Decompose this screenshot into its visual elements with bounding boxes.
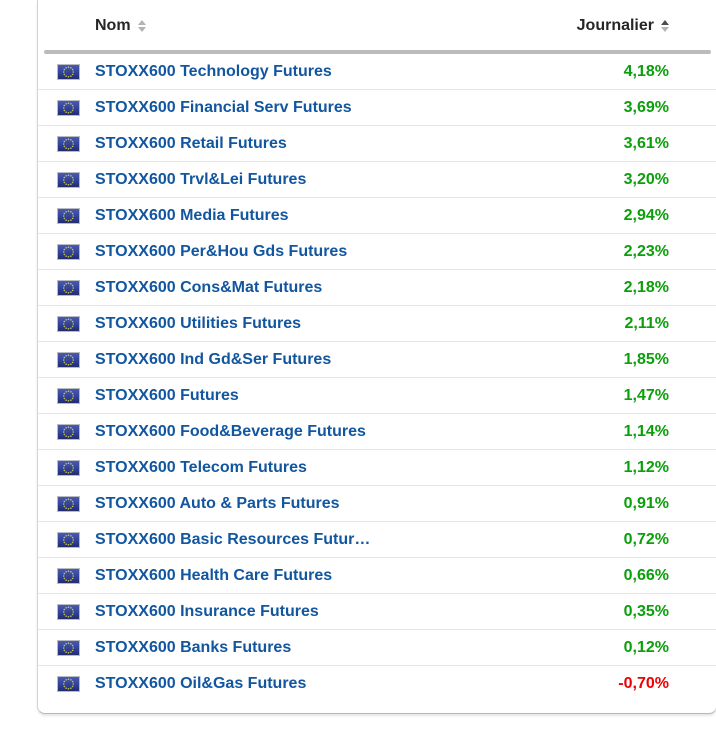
daily-change-value: -0,70%	[618, 675, 669, 692]
table-body: STOXX600 Technology Futures 4,18%	[38, 54, 716, 702]
daily-change-value: 0,12%	[623, 638, 669, 656]
instrument-link[interactable]: STOXX600 Auto & Parts Futures	[95, 494, 340, 512]
daily-change-value: 3,69%	[623, 98, 669, 116]
table-row: STOXX600 Telecom Futures 1,12%	[38, 450, 716, 486]
eu-flag-icon	[57, 171, 80, 188]
instrument-link[interactable]: STOXX600 Technology Futures	[95, 62, 332, 80]
eu-flag-icon	[57, 63, 80, 80]
futures-table-card: Nom Journalier	[37, 0, 716, 714]
table-row: STOXX600 Futures 1,47%	[38, 378, 716, 414]
table-row: STOXX600 Cons&Mat Futures 2,18%	[38, 270, 716, 306]
table-row: STOXX600 Technology Futures 4,18%	[38, 54, 716, 90]
eu-flag-icon	[57, 243, 80, 260]
instrument-link[interactable]: STOXX600 Oil&Gas Futures	[95, 675, 307, 692]
instrument-link[interactable]: STOXX600 Trvl&Lei Futures	[95, 170, 307, 188]
instrument-link[interactable]: STOXX600 Health Care Futures	[95, 566, 333, 584]
table-row: STOXX600 Media Futures 2,94%	[38, 198, 716, 234]
table-row: STOXX600 Health Care Futures 0,66%	[38, 558, 716, 594]
eu-flag-icon	[57, 676, 80, 692]
eu-flag-icon	[57, 531, 80, 548]
daily-change-value: 2,23%	[623, 242, 669, 260]
daily-change-value: 1,12%	[623, 458, 669, 476]
eu-flag-icon	[57, 459, 80, 476]
table-row: STOXX600 Per&Hou Gds Futures 2,23%	[38, 234, 716, 270]
daily-change-value: 2,18%	[623, 278, 669, 296]
daily-change-value: 0,35%	[623, 602, 669, 620]
daily-change-value: 1,47%	[623, 386, 669, 404]
eu-flag-icon	[57, 135, 80, 152]
header-underline	[44, 50, 711, 54]
eu-flag-icon	[57, 279, 80, 296]
table-header-row: Nom Journalier	[38, 0, 716, 50]
column-header-name[interactable]: Nom	[95, 17, 146, 35]
daily-change-value: 0,72%	[623, 530, 669, 548]
eu-flag-icon	[57, 99, 80, 116]
instrument-link[interactable]: STOXX600 Food&Beverage Futures	[95, 422, 366, 440]
eu-flag-icon	[57, 567, 80, 584]
instrument-link[interactable]: STOXX600 Media Futures	[95, 206, 289, 224]
daily-change-value: 0,66%	[623, 566, 669, 584]
daily-change-value: 3,20%	[623, 170, 669, 188]
eu-flag-icon	[57, 603, 80, 620]
table-row: STOXX600 Insurance Futures 0,35%	[38, 594, 716, 630]
instrument-link[interactable]: STOXX600 Futures	[95, 386, 239, 404]
daily-change-value: 1,14%	[623, 422, 669, 440]
table-row: STOXX600 Basic Resources Futur… 0,72%	[38, 522, 716, 558]
table-row: STOXX600 Banks Futures 0,12%	[38, 630, 716, 666]
instrument-link[interactable]: STOXX600 Per&Hou Gds Futures	[95, 242, 348, 260]
table-row: STOXX600 Ind Gd&Ser Futures 1,85%	[38, 342, 716, 378]
instrument-link[interactable]: STOXX600 Financial Serv Futures	[95, 98, 352, 116]
instrument-link[interactable]: STOXX600 Ind Gd&Ser Futures	[95, 350, 332, 368]
eu-flag-icon	[57, 207, 80, 224]
daily-change-value: 1,85%	[623, 350, 669, 368]
eu-flag-icon	[57, 387, 80, 404]
table-row: STOXX600 Food&Beverage Futures 1,14%	[38, 414, 716, 450]
instrument-link[interactable]: STOXX600 Basic Resources Futur…	[95, 530, 371, 548]
column-header-name-label: Nom	[95, 17, 131, 34]
eu-flag-icon	[57, 423, 80, 440]
instrument-link[interactable]: STOXX600 Cons&Mat Futures	[95, 278, 323, 296]
instrument-link[interactable]: STOXX600 Telecom Futures	[95, 458, 307, 476]
column-header-daily-label: Journalier	[576, 17, 654, 34]
daily-change-value: 2,94%	[623, 206, 669, 224]
table-row: STOXX600 Oil&Gas Futures -0,70%	[38, 666, 716, 702]
table-row: STOXX600 Utilities Futures 2,11%	[38, 306, 716, 342]
daily-change-value: 3,61%	[623, 134, 669, 152]
table-row: STOXX600 Retail Futures 3,61%	[38, 126, 716, 162]
daily-change-value: 0,91%	[623, 494, 669, 512]
instrument-link[interactable]: STOXX600 Retail Futures	[95, 134, 287, 152]
eu-flag-icon	[57, 315, 80, 332]
instrument-link[interactable]: STOXX600 Insurance Futures	[95, 602, 319, 620]
table-row: STOXX600 Trvl&Lei Futures 3,20%	[38, 162, 716, 198]
eu-flag-icon	[57, 495, 80, 512]
table-row: STOXX600 Financial Serv Futures 3,69%	[38, 90, 716, 126]
column-header-daily[interactable]: Journalier	[577, 17, 669, 35]
eu-flag-icon	[57, 351, 80, 368]
daily-change-value: 2,11%	[624, 314, 669, 332]
sort-arrows-icon[interactable]	[137, 20, 146, 32]
instrument-link[interactable]: STOXX600 Utilities Futures	[95, 314, 301, 332]
instrument-link[interactable]: STOXX600 Banks Futures	[95, 638, 292, 656]
eu-flag-icon	[57, 639, 80, 656]
daily-change-value: 4,18%	[623, 62, 669, 80]
table-row: STOXX600 Auto & Parts Futures 0,91%	[38, 486, 716, 522]
sort-arrows-icon[interactable]	[661, 20, 669, 32]
